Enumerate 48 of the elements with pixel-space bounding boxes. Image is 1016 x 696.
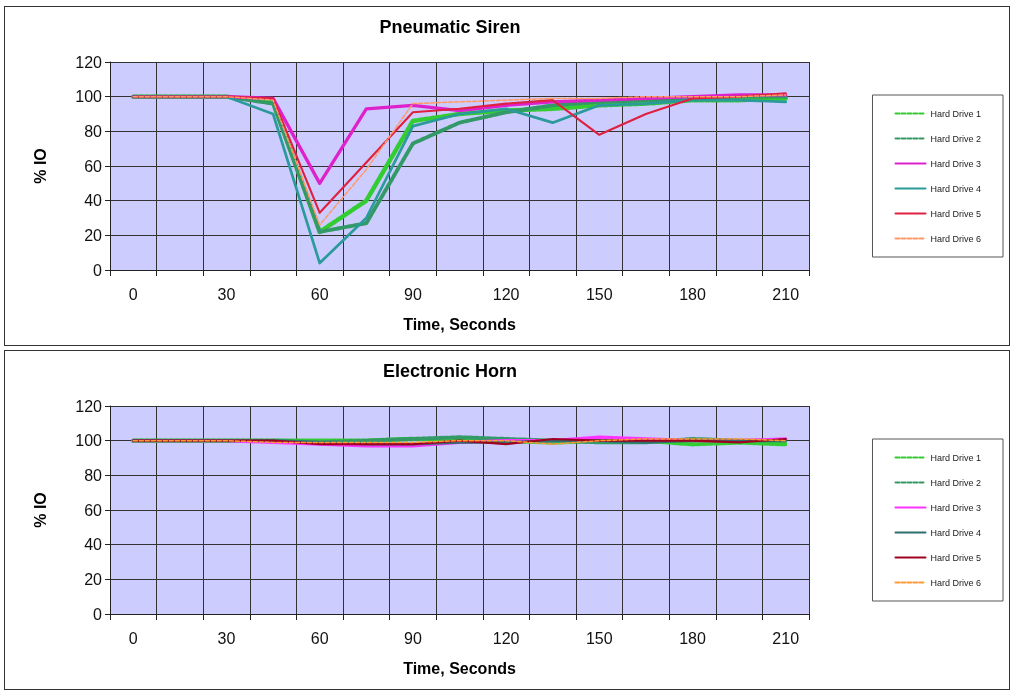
chart-title: Pneumatic Siren	[379, 17, 521, 37]
x-tick-label: 120	[492, 285, 520, 303]
y-axis-title: % IO	[31, 492, 49, 528]
x-tick-label: 210	[772, 629, 800, 647]
x-tick-label: 150	[585, 629, 613, 647]
legend-label: Hard Drive 5	[930, 208, 981, 219]
legend-label: Hard Drive 4	[930, 527, 981, 538]
chart-title: Electronic Horn	[382, 361, 518, 381]
legend-label: Hard Drive 6	[930, 233, 981, 244]
legend-label: Hard Drive 4	[930, 183, 981, 194]
legend-label: Hard Drive 3	[930, 502, 981, 513]
y-tick-label: 80	[84, 122, 103, 140]
y-tick-label: 20	[84, 570, 103, 588]
x-tick-label: 30	[217, 629, 236, 647]
legend-label: Hard Drive 2	[930, 133, 981, 144]
x-tick-label: 60	[310, 285, 329, 303]
x-tick-label: 210	[772, 285, 800, 303]
x-tick-label: 30	[217, 285, 236, 303]
x-tick-label: 60	[310, 629, 329, 647]
legend-label: Hard Drive 1	[930, 108, 981, 119]
x-axis-title: Time, Seconds	[403, 659, 516, 677]
legend-label: Hard Drive 1	[930, 452, 981, 463]
y-tick-label: 40	[84, 536, 103, 554]
y-tick-label: 0	[93, 605, 103, 623]
x-tick-label: 180	[679, 629, 706, 647]
y-tick-label: 100	[75, 88, 103, 106]
x-tick-label: 120	[492, 629, 520, 647]
x-axis-title: Time, Seconds	[403, 315, 516, 333]
x-tick-label: 90	[404, 629, 422, 647]
x-tick-label: 0	[128, 285, 138, 303]
y-tick-label: 120	[75, 53, 103, 71]
y-tick-label: 80	[84, 466, 103, 484]
y-axis-title: % IO	[31, 148, 49, 184]
y-tick-label: 0	[93, 261, 103, 279]
x-tick-label: 180	[679, 285, 706, 303]
x-tick-label: 90	[404, 285, 422, 303]
y-tick-label: 20	[84, 226, 103, 244]
y-tick-label: 40	[84, 192, 103, 210]
legend-label: Hard Drive 2	[930, 477, 981, 488]
y-tick-label: 100	[75, 432, 103, 450]
legend-label: Hard Drive 5	[930, 552, 981, 563]
y-tick-label: 60	[84, 157, 103, 175]
legend-label: Hard Drive 3	[930, 158, 981, 169]
x-tick-label: 0	[128, 629, 138, 647]
y-tick-label: 120	[75, 397, 103, 415]
x-tick-label: 150	[585, 285, 613, 303]
y-tick-label: 60	[84, 501, 103, 519]
legend-label: Hard Drive 6	[930, 577, 981, 588]
